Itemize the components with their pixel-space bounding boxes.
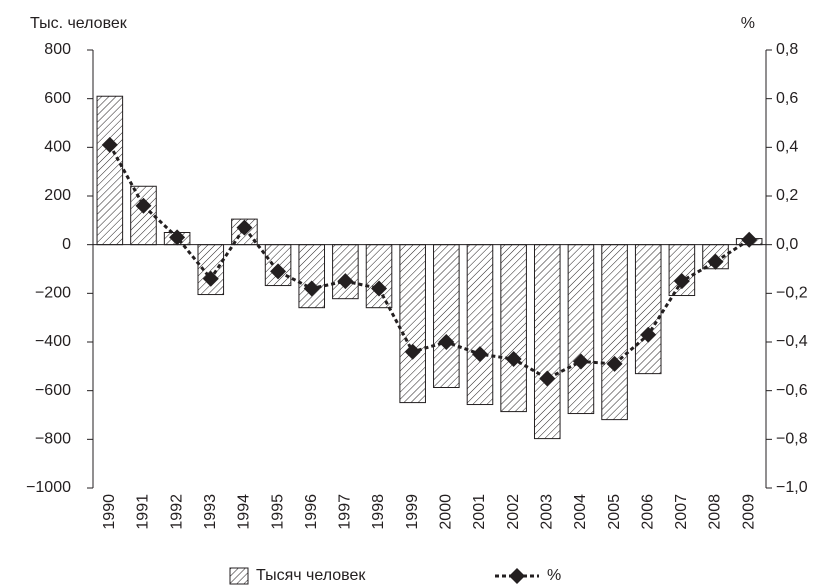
legend-swatch	[229, 567, 249, 585]
x-tick-label: 2007	[673, 494, 690, 530]
y2-tick-label: 0,4	[776, 139, 798, 156]
marker	[673, 273, 690, 290]
x-tick-label: 2001	[471, 494, 488, 530]
x-tick-label: 2004	[572, 494, 589, 530]
x-tick-label: 2005	[606, 494, 623, 530]
x-tick-label: 2002	[505, 494, 522, 530]
marker	[371, 280, 388, 297]
y2-tick-label: −0,6	[776, 382, 808, 399]
marker	[741, 231, 758, 248]
marker	[169, 229, 186, 246]
y2-tick-label: −0,2	[776, 285, 808, 302]
x-tick-label: 1990	[101, 494, 118, 530]
bar	[466, 244, 494, 406]
x-tick-label: 2006	[639, 494, 656, 530]
y-tick-label: −200	[35, 285, 71, 302]
marker	[471, 346, 488, 363]
bar	[332, 244, 359, 300]
bar	[298, 244, 326, 309]
x-tick-label: 1992	[168, 494, 185, 530]
y2-tick-label: 0,0	[776, 236, 798, 253]
y2-tick-label: −1,0	[776, 479, 808, 496]
marker	[236, 219, 253, 236]
y2-tick-label: −0,4	[776, 333, 808, 350]
y-tick-label: 600	[44, 90, 71, 107]
bar	[96, 95, 124, 246]
marker	[640, 326, 657, 343]
marker	[572, 353, 589, 370]
marker	[303, 280, 320, 297]
x-tick-label: 1997	[337, 494, 354, 530]
marker	[202, 270, 219, 287]
legend-label: Тысяч человек	[256, 567, 366, 584]
y-tick-label: −1000	[26, 479, 71, 496]
marker	[539, 370, 556, 387]
y-tick-label: −800	[35, 431, 71, 448]
bar	[601, 244, 628, 421]
x-tick-label: 2008	[707, 494, 724, 530]
y-tick-label: 0	[62, 236, 71, 253]
y-tick-label: −400	[35, 333, 71, 350]
y-axis-label: Тыс. человек	[30, 15, 128, 32]
x-tick-label: 2003	[538, 494, 555, 530]
marker	[101, 136, 118, 153]
y2-tick-label: −0,8	[776, 431, 808, 448]
x-tick-label: 1994	[236, 494, 253, 530]
bar	[130, 185, 157, 246]
x-tick-label: 1995	[269, 494, 286, 530]
y-tick-label: −600	[35, 382, 71, 399]
y2-tick-label: 0,8	[776, 41, 798, 58]
bar	[500, 244, 527, 413]
marker	[270, 263, 287, 280]
y2-tick-label: 0,2	[776, 187, 798, 204]
y2-axis-label: %	[741, 15, 755, 32]
x-tick-label: 2000	[438, 494, 455, 530]
bar	[365, 244, 393, 309]
y-tick-label: 400	[44, 139, 71, 156]
x-tick-label: 2009	[740, 494, 757, 530]
marker	[438, 334, 455, 350]
x-tick-label: 1999	[404, 494, 421, 530]
legend-label: %	[547, 567, 561, 584]
y2-tick-label: 0,6	[776, 90, 798, 107]
marker	[606, 355, 623, 372]
legend-marker	[509, 568, 525, 584]
marker	[404, 343, 421, 360]
marker	[707, 253, 724, 270]
bar	[399, 244, 426, 404]
marker	[505, 351, 522, 368]
x-tick-label: 1996	[303, 494, 320, 530]
bar	[533, 244, 561, 440]
bar	[634, 244, 662, 375]
x-tick-label: 1993	[202, 494, 219, 530]
y-tick-label: 800	[44, 41, 71, 58]
bar	[433, 244, 460, 389]
bar	[567, 244, 595, 415]
line	[108, 144, 750, 381]
x-tick-label: 1991	[135, 494, 152, 530]
marker	[337, 273, 354, 290]
y-tick-label: 200	[44, 187, 71, 204]
marker	[135, 197, 152, 214]
x-tick-label: 1998	[370, 494, 387, 530]
